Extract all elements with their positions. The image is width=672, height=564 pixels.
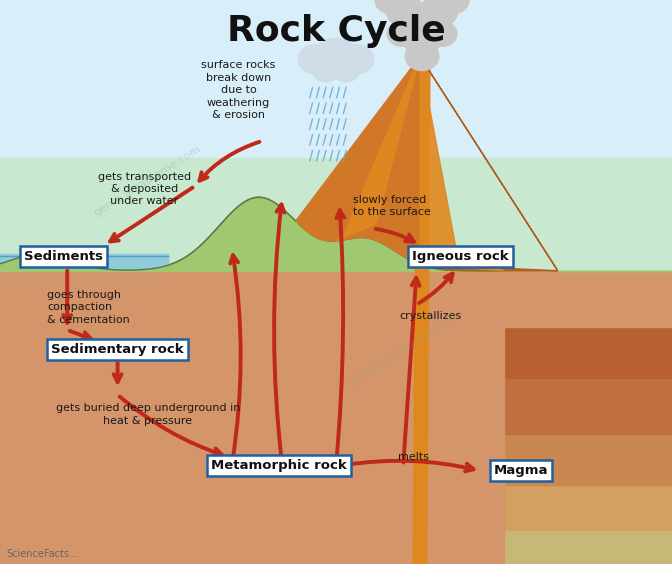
- Circle shape: [420, 0, 458, 27]
- Polygon shape: [336, 56, 420, 241]
- Circle shape: [333, 59, 360, 82]
- Text: surface rocks
break down
due to
weathering
& erosion: surface rocks break down due to weatheri…: [202, 60, 276, 120]
- Bar: [0, 378, 672, 434]
- Text: genre.aroadtome.com: genre.aroadtome.com: [93, 143, 203, 218]
- Bar: [0, 327, 672, 378]
- Circle shape: [401, 5, 444, 41]
- Text: gets transported
& deposited
under water: gets transported & deposited under water: [98, 171, 191, 206]
- Text: goes through
compaction
& cementation: goes through compaction & cementation: [47, 290, 130, 325]
- Circle shape: [375, 0, 409, 14]
- Bar: [0, 271, 672, 327]
- Text: Igneous rock: Igneous rock: [412, 250, 509, 263]
- Bar: [0, 434, 672, 485]
- Circle shape: [435, 0, 469, 14]
- Text: Sedimentary rock: Sedimentary rock: [51, 343, 184, 356]
- Text: melts: melts: [398, 452, 429, 462]
- Circle shape: [386, 0, 424, 27]
- Text: ScienceFacts...: ScienceFacts...: [7, 549, 79, 559]
- Circle shape: [387, 21, 417, 46]
- Text: Metamorphic rock: Metamorphic rock: [211, 459, 347, 472]
- Text: Sediments: Sediments: [24, 250, 103, 263]
- Circle shape: [403, 24, 441, 55]
- Circle shape: [298, 45, 333, 74]
- Circle shape: [427, 21, 457, 46]
- Text: slowly forced
to the surface: slowly forced to the surface: [353, 195, 431, 217]
- Circle shape: [339, 45, 374, 74]
- Circle shape: [405, 42, 439, 70]
- Polygon shape: [420, 56, 558, 271]
- Circle shape: [312, 59, 339, 82]
- Bar: [0, 485, 672, 530]
- Text: crystallizes: crystallizes: [400, 311, 462, 321]
- Text: Rock Cycle: Rock Cycle: [226, 14, 446, 48]
- Text: Magma: Magma: [493, 464, 548, 478]
- Circle shape: [314, 38, 358, 74]
- Text: genre.aroadtome.com: genre.aroadtome.com: [348, 312, 458, 387]
- Polygon shape: [413, 45, 430, 564]
- Bar: [0, 158, 672, 271]
- Text: gets buried deep underground in
heat & pressure: gets buried deep underground in heat & p…: [56, 403, 240, 426]
- Polygon shape: [296, 56, 420, 265]
- Polygon shape: [420, 56, 504, 271]
- Bar: [0, 530, 672, 564]
- Bar: [0, 0, 672, 158]
